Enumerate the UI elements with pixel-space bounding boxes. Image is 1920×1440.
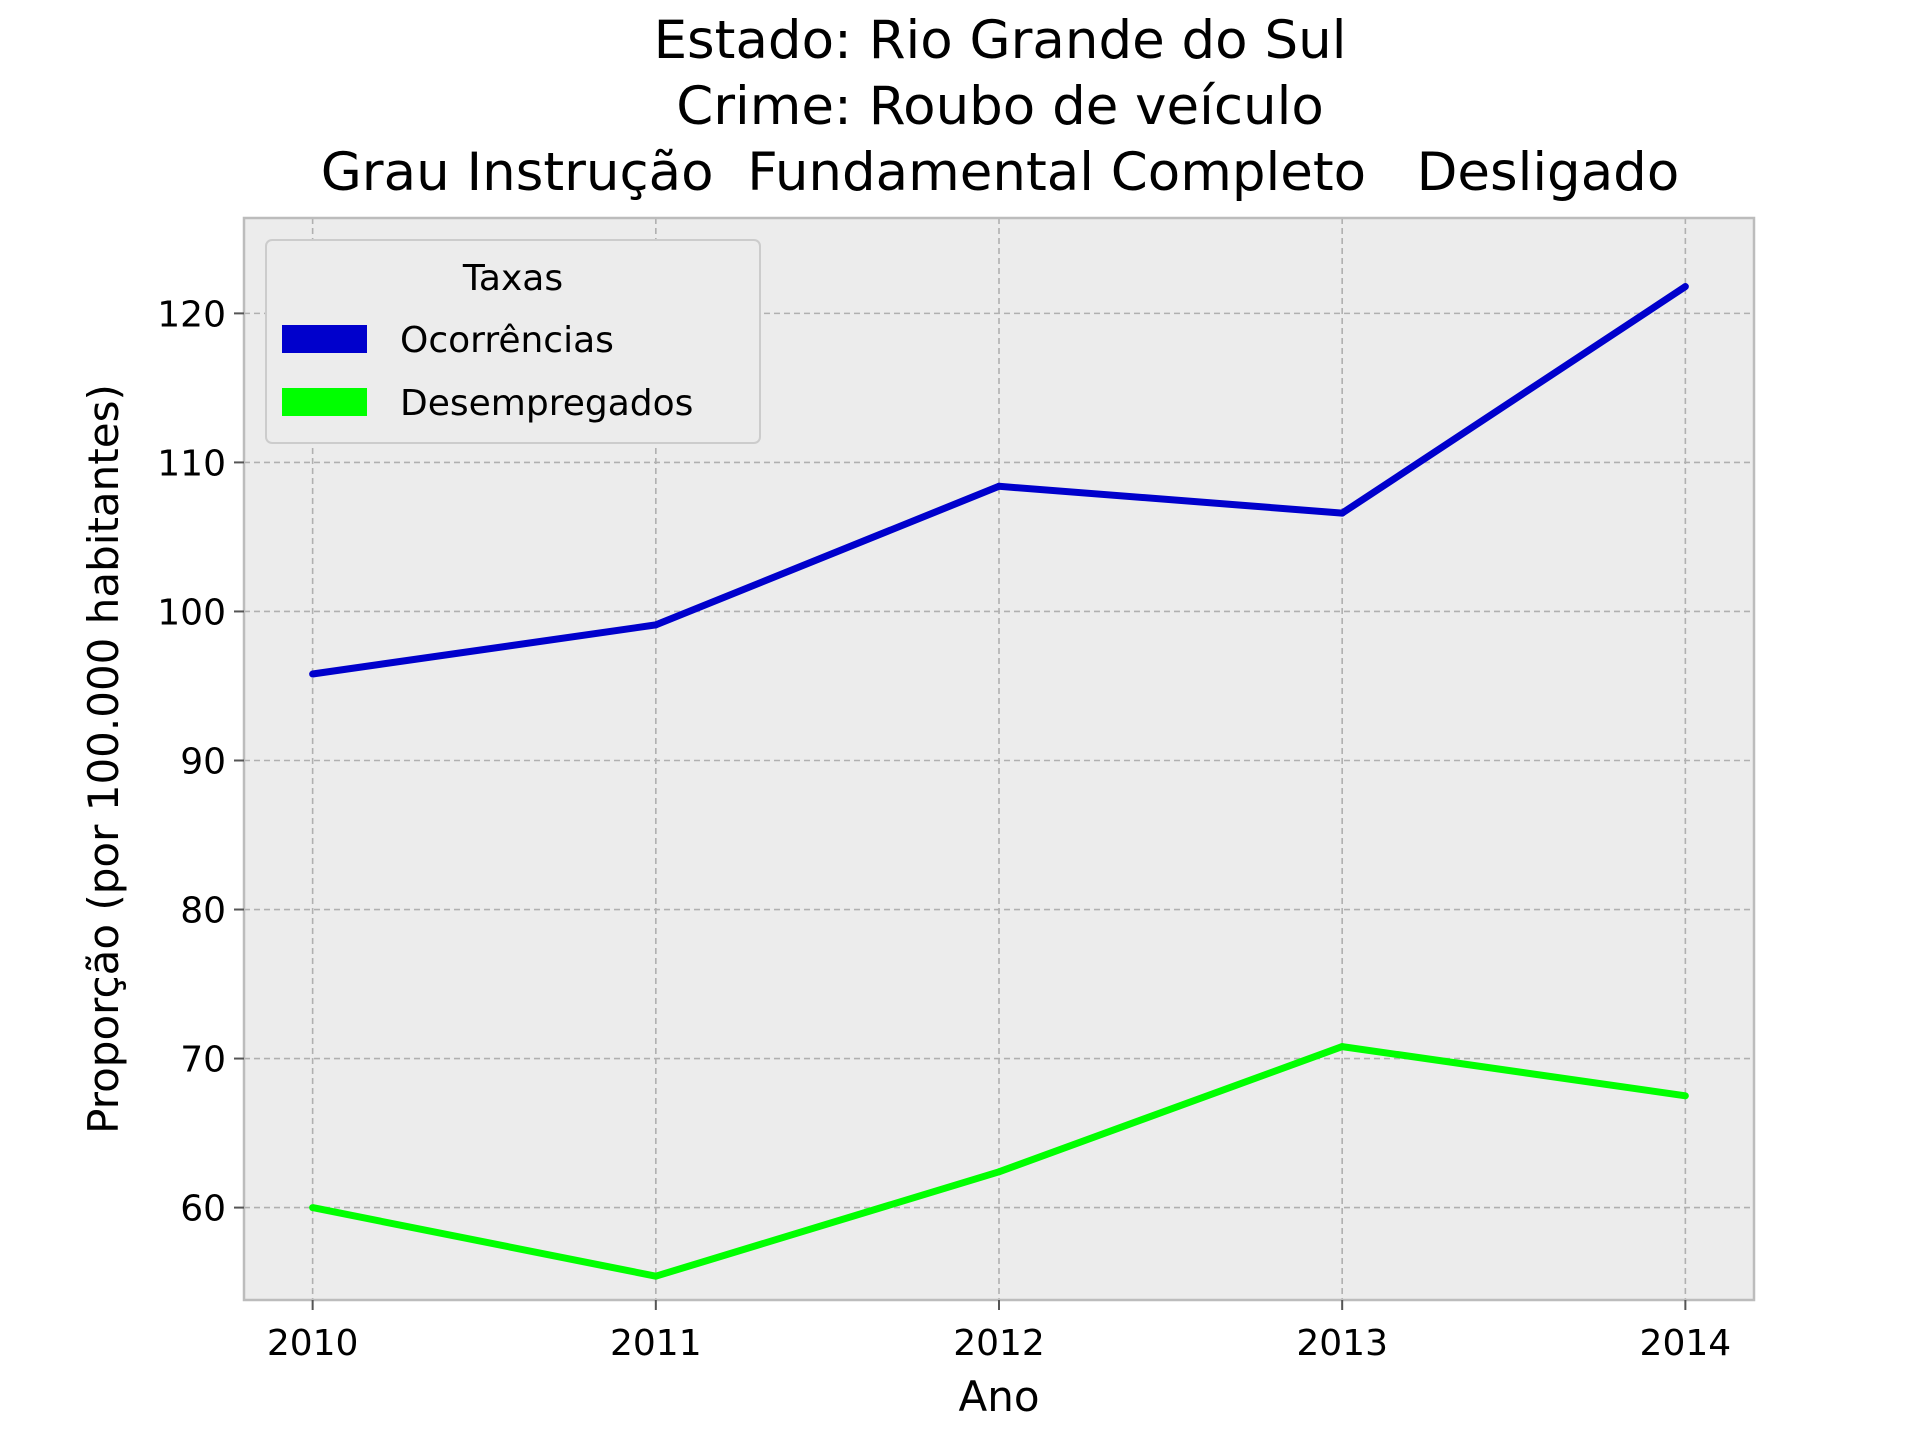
legend-label-desempregados: Desempregados	[400, 383, 693, 424]
grid-lines	[244, 218, 1754, 1300]
x-tick-label: 2014	[1640, 1323, 1732, 1364]
axis-ticks: 2010 2011 2012 2013 2014 60 70 80 90 100 110 120	[157, 294, 1731, 1364]
x-tick-label: 2010	[267, 1323, 359, 1364]
title-line-1: Estado: Rio Grande do Sul	[654, 10, 1347, 71]
data-point-desempregados	[1338, 1043, 1346, 1051]
legend: Taxas Ocorrências Desempregados	[265, 239, 761, 444]
y-tick-label: 80	[180, 891, 226, 932]
chart-title: Estado: Rio Grande do Sul Crime: Roubo d…	[321, 10, 1680, 203]
y-tick-label: 60	[180, 1189, 226, 1230]
x-tick-label: 2013	[1296, 1323, 1388, 1364]
data-point-desempregados	[652, 1272, 660, 1280]
y-tick-label: 100	[157, 592, 226, 633]
title-line-2: Crime: Roubo de veículo	[676, 76, 1324, 137]
series-lines	[309, 283, 1689, 1280]
x-tick-label: 2011	[610, 1323, 702, 1364]
data-point-ocorrencias	[1338, 509, 1346, 517]
y-tick-label: 120	[157, 294, 226, 335]
legend-label-ocorrencias: Ocorrências	[400, 320, 614, 361]
x-tick-label: 2012	[953, 1323, 1045, 1364]
legend-title: Taxas	[462, 258, 563, 299]
y-tick-label: 110	[157, 443, 226, 484]
x-axis-label: Ano	[958, 1372, 1039, 1421]
data-point-desempregados	[309, 1204, 317, 1212]
data-point-ocorrencias	[995, 482, 1003, 490]
data-point-desempregados	[995, 1168, 1003, 1176]
y-tick-label: 90	[180, 741, 226, 782]
legend-swatch-ocorrencias	[282, 325, 367, 353]
legend-swatch-desempregados	[282, 388, 367, 416]
title-line-3: Grau Instrução Fundamental Completo Desl…	[321, 142, 1680, 203]
data-point-desempregados	[1681, 1092, 1689, 1100]
data-point-ocorrencias	[652, 621, 660, 629]
data-point-ocorrencias	[309, 670, 317, 678]
legend-box	[265, 239, 761, 444]
y-tick-label: 70	[180, 1040, 226, 1081]
data-point-ocorrencias	[1681, 283, 1689, 291]
y-axis-label: Proporção (por 100.000 habitantes)	[79, 384, 128, 1134]
